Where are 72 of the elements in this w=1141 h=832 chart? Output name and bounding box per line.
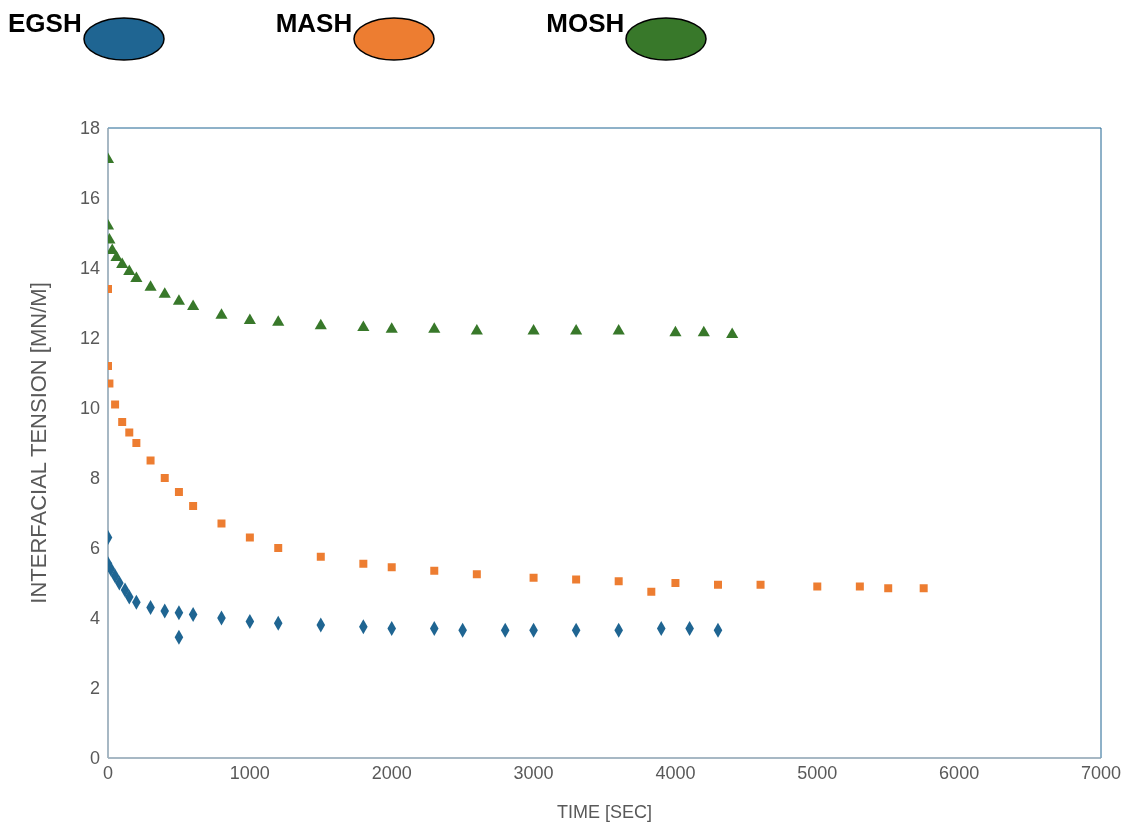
point [855, 582, 864, 591]
point [217, 519, 226, 528]
point [572, 575, 581, 584]
point [189, 502, 198, 510]
legend-label: MASH [275, 8, 353, 39]
x-axis-title: TIME [SEC] [556, 802, 653, 822]
point [130, 271, 143, 283]
y-axis-title: INTERFACIAL TENSION [MN/M] [25, 282, 51, 604]
y-tick-label: 0 [89, 748, 100, 769]
x-tick-label: 4000 [655, 762, 696, 783]
point [111, 400, 120, 409]
point [387, 563, 396, 572]
point [245, 533, 254, 542]
point [671, 579, 680, 587]
point [123, 264, 136, 276]
point [316, 552, 325, 561]
point [529, 573, 538, 582]
point [174, 488, 183, 496]
point [314, 318, 327, 330]
y-tick-label: 10 [79, 398, 100, 419]
point [215, 308, 228, 319]
y-tick-label: 8 [89, 468, 100, 489]
point [470, 323, 483, 335]
point [359, 559, 368, 568]
point [132, 439, 141, 447]
point [116, 257, 129, 269]
point [146, 456, 155, 465]
point [669, 325, 682, 337]
point [357, 320, 370, 332]
point [172, 294, 186, 305]
point [160, 474, 169, 482]
y-tick-label: 16 [79, 188, 100, 209]
point [756, 580, 765, 589]
point [110, 250, 123, 262]
point [428, 322, 441, 333]
point [527, 323, 540, 335]
legend-label: MOSH [546, 8, 625, 39]
x-tick-label: 6000 [939, 762, 980, 783]
y-tick-label: 18 [79, 118, 100, 139]
point [472, 570, 481, 579]
point [187, 299, 200, 311]
point [570, 323, 583, 335]
point [726, 327, 739, 339]
point [713, 580, 722, 589]
y-tick-label: 6 [89, 538, 100, 559]
point [274, 544, 283, 552]
point [813, 582, 822, 591]
y-tick-label: 14 [79, 258, 100, 279]
y-tick-label: 2 [89, 678, 100, 699]
point [430, 566, 439, 575]
y-tick-label: 12 [79, 328, 100, 349]
x-tick-label: 5000 [797, 762, 838, 783]
point [697, 325, 710, 337]
x-tick-label: 1000 [229, 762, 270, 783]
point [118, 418, 127, 426]
point [647, 587, 656, 596]
point [385, 322, 398, 333]
y-tick-label: 4 [89, 608, 100, 629]
x-tick-label: 7000 [1080, 762, 1122, 783]
legend-label: EGSH [8, 8, 82, 39]
point [144, 280, 157, 291]
x-tick-label: 2000 [371, 762, 412, 783]
point [884, 584, 893, 593]
point [612, 323, 625, 335]
point [125, 428, 134, 437]
x-tick-label: 3000 [513, 762, 554, 783]
point [243, 313, 256, 325]
point [272, 315, 285, 326]
point [919, 584, 928, 593]
point [158, 287, 171, 298]
x-tick-label: 0 [102, 762, 114, 783]
point [614, 577, 623, 586]
